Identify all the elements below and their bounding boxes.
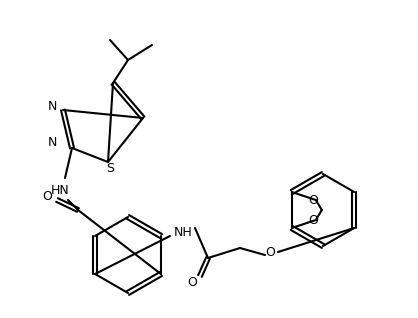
- Text: N: N: [47, 100, 57, 114]
- Text: HN: HN: [51, 183, 69, 197]
- Text: O: O: [42, 190, 52, 204]
- Text: O: O: [187, 276, 197, 289]
- Text: S: S: [106, 162, 114, 175]
- Text: N: N: [47, 136, 57, 149]
- Text: O: O: [308, 213, 318, 226]
- Text: NH: NH: [173, 225, 192, 238]
- Text: O: O: [308, 193, 318, 206]
- Text: O: O: [265, 245, 275, 259]
